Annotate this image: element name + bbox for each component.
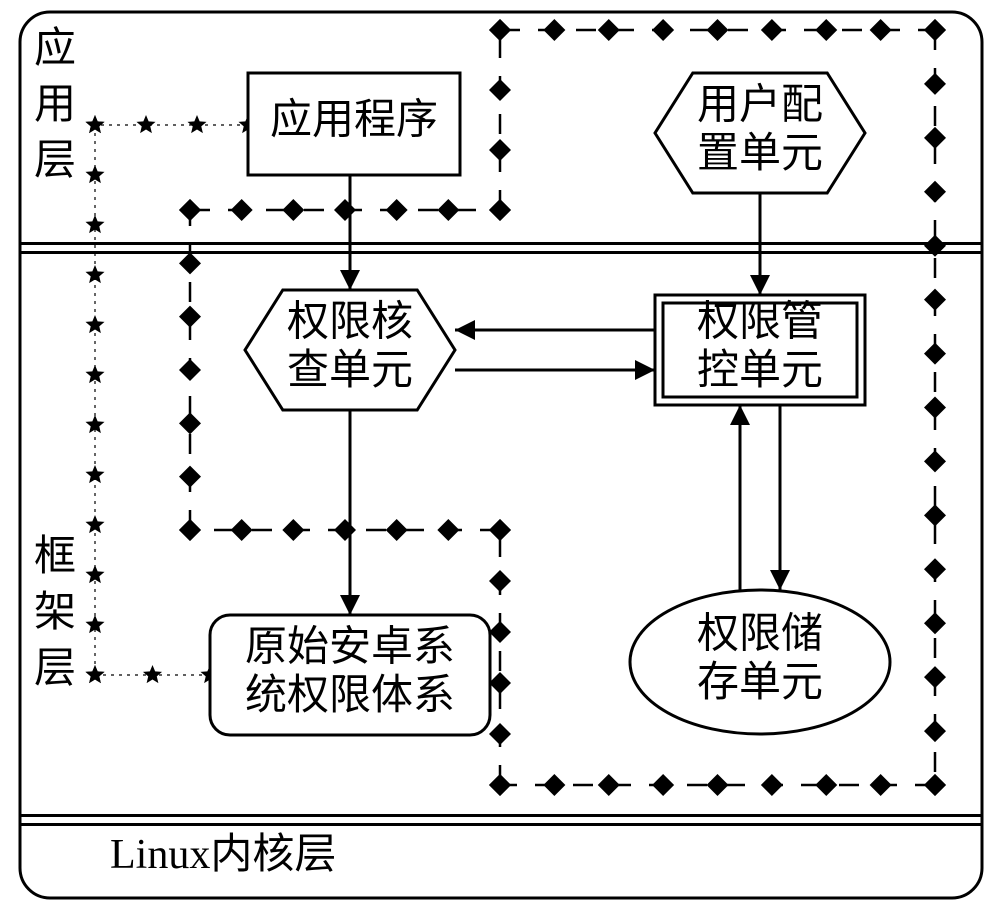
node-text: 应用程序 bbox=[270, 97, 438, 144]
node-text: 存单元 bbox=[697, 660, 823, 706]
node-text: 统权限体系 bbox=[245, 673, 455, 719]
node-text: 原始安卓系 bbox=[245, 624, 455, 670]
layer-label: 框 bbox=[34, 534, 76, 580]
node-text: 权限核 bbox=[287, 299, 413, 345]
layer-label: 层 bbox=[34, 138, 76, 184]
node-text: 权限储 bbox=[697, 611, 823, 657]
node-text: 置单元 bbox=[697, 131, 823, 177]
node-text: 权限管 bbox=[697, 299, 823, 345]
layer-label: 层 bbox=[34, 646, 76, 692]
layer-label: 应 bbox=[34, 25, 76, 72]
layer-label: 用 bbox=[34, 82, 76, 128]
node-text: 用户配 bbox=[697, 82, 823, 128]
linux-layer-label: Linux内核层 bbox=[110, 832, 336, 878]
layer-label: 架 bbox=[34, 590, 76, 636]
node-text: 控单元 bbox=[697, 348, 823, 394]
node-text: 查单元 bbox=[287, 348, 413, 394]
